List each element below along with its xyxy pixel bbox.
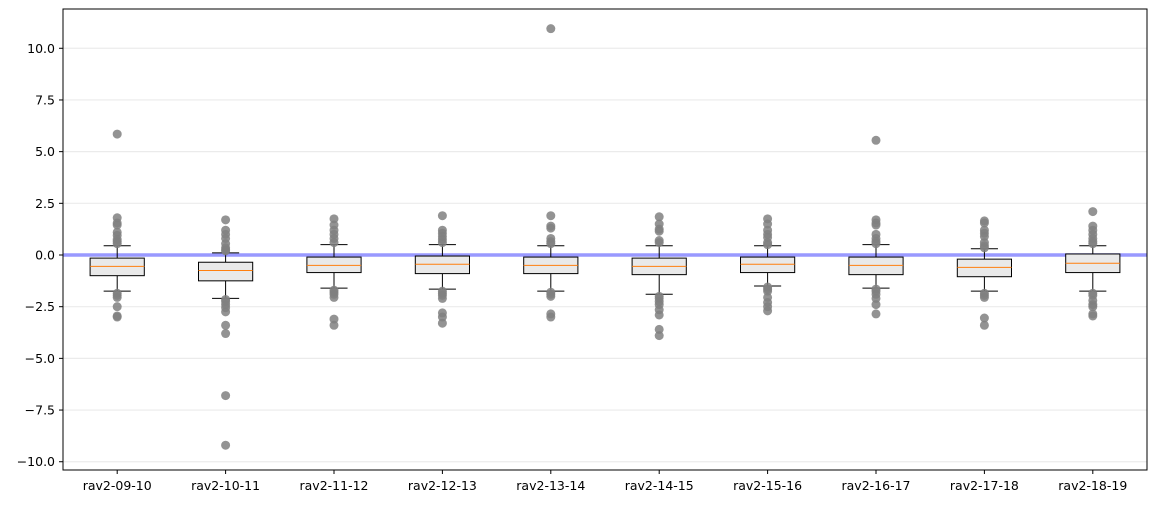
- outlier-point: [221, 215, 231, 225]
- outlier-point: [654, 310, 664, 320]
- outlier-point: [329, 292, 339, 302]
- x-tick-label: rav2-17-18: [950, 478, 1019, 493]
- outlier-point: [871, 300, 881, 310]
- box-rav2-14-15: [631, 245, 687, 295]
- box-rav2-15-16: [740, 245, 796, 287]
- y-tick-label: −10.0: [17, 454, 55, 469]
- y-tick-label: 0.0: [35, 248, 55, 263]
- plot-frame: [62, 8, 1148, 471]
- outlier-point: [979, 231, 989, 241]
- box-iqr: [848, 256, 904, 276]
- y-axis: −10.0 −7.5 −5.0 −2.5 0.0 2.5 5.0 7.5 10.0: [17, 41, 63, 469]
- outlier-point: [546, 211, 556, 221]
- outlier-point: [221, 307, 231, 317]
- outlier-point: [221, 329, 231, 339]
- box-rav2-16-17: [848, 244, 904, 289]
- outlier-point: [871, 293, 881, 303]
- y-tick-label: −5.0: [25, 351, 55, 366]
- x-tick-label: rav2-11-12: [300, 478, 369, 493]
- outlier-point: [112, 312, 122, 322]
- outlier-point: [871, 220, 881, 230]
- outlier-point: [654, 226, 664, 236]
- x-tick-label: rav2-18-19: [1058, 478, 1127, 493]
- outlier-point: [979, 292, 989, 302]
- outlier-point: [221, 320, 231, 330]
- boxes-layer: [89, 244, 1121, 299]
- box-rav2-11-12: [306, 244, 362, 289]
- box-iqr: [306, 256, 362, 274]
- outlier-point: [979, 243, 989, 253]
- x-tick-label: rav2-09-10: [83, 478, 152, 493]
- box-rav2-13-14: [523, 245, 579, 292]
- outlier-point: [654, 324, 664, 334]
- outliers-layer: [112, 24, 1098, 450]
- outlier-point: [979, 313, 989, 323]
- x-tick-label: rav2-12-13: [408, 478, 477, 493]
- outlier-point: [437, 312, 447, 322]
- outlier-point: [112, 302, 122, 312]
- box-rav2-18-19: [1065, 245, 1121, 292]
- outlier-point: [1088, 207, 1098, 217]
- outlier-point: [1088, 302, 1098, 312]
- x-tick-label: rav2-14-15: [625, 478, 694, 493]
- outlier-point: [654, 238, 664, 248]
- box-iqr: [740, 256, 796, 274]
- outlier-point: [871, 239, 881, 249]
- outlier-point: [1088, 311, 1098, 321]
- outlier-point: [112, 220, 122, 230]
- outlier-point: [221, 246, 231, 256]
- outlier-point: [329, 238, 339, 248]
- outlier-point: [546, 312, 556, 322]
- outlier-point: [329, 314, 339, 324]
- outlier-point: [979, 320, 989, 330]
- outlier-point: [1088, 239, 1098, 249]
- outlier-point: [546, 24, 556, 34]
- outlier-point: [979, 218, 989, 228]
- x-tick-label: rav2-16-17: [842, 478, 911, 493]
- outlier-point: [329, 320, 339, 330]
- y-tick-label: −7.5: [25, 403, 55, 418]
- y-tick-label: 2.5: [35, 196, 55, 211]
- outlier-point: [437, 318, 447, 328]
- outlier-point: [546, 239, 556, 249]
- outlier-point: [763, 240, 773, 250]
- box-rav2-09-10: [89, 245, 145, 292]
- outlier-point: [546, 291, 556, 301]
- outlier-point: [871, 309, 881, 319]
- box-rav2-10-11: [198, 252, 254, 299]
- outlier-point: [329, 214, 339, 224]
- y-tick-label: 10.0: [27, 41, 55, 56]
- x-tick-label: rav2-13-14: [516, 478, 585, 493]
- outlier-point: [871, 135, 881, 145]
- outlier-point: [437, 211, 447, 221]
- box-iqr: [89, 257, 145, 277]
- box-iqr: [198, 261, 254, 282]
- outlier-point: [112, 239, 122, 249]
- outlier-point: [437, 293, 447, 303]
- y-tick-label: 5.0: [35, 144, 55, 159]
- x-axis: rav2-09-10 rav2-10-11 rav2-11-12 rav2-12-13…: [83, 470, 1127, 493]
- outlier-point: [221, 440, 231, 450]
- outlier-point: [763, 219, 773, 229]
- box-iqr: [956, 258, 1012, 278]
- box-iqr: [414, 255, 470, 275]
- outlier-point: [221, 391, 231, 401]
- y-tick-label: −2.5: [25, 299, 55, 314]
- outlier-point: [112, 129, 122, 139]
- x-tick-label: rav2-15-16: [733, 478, 802, 493]
- outlier-point: [763, 286, 773, 296]
- outlier-point: [437, 238, 447, 248]
- outlier-point: [654, 331, 664, 341]
- outlier-point: [546, 223, 556, 233]
- outlier-point: [654, 212, 664, 222]
- box-rav2-17-18: [956, 248, 1012, 292]
- outlier-point: [112, 292, 122, 302]
- outlier-point: [763, 306, 773, 316]
- box-rav2-12-13: [414, 244, 470, 290]
- y-tick-label: 7.5: [35, 92, 55, 107]
- x-tick-label: rav2-10-11: [191, 478, 260, 493]
